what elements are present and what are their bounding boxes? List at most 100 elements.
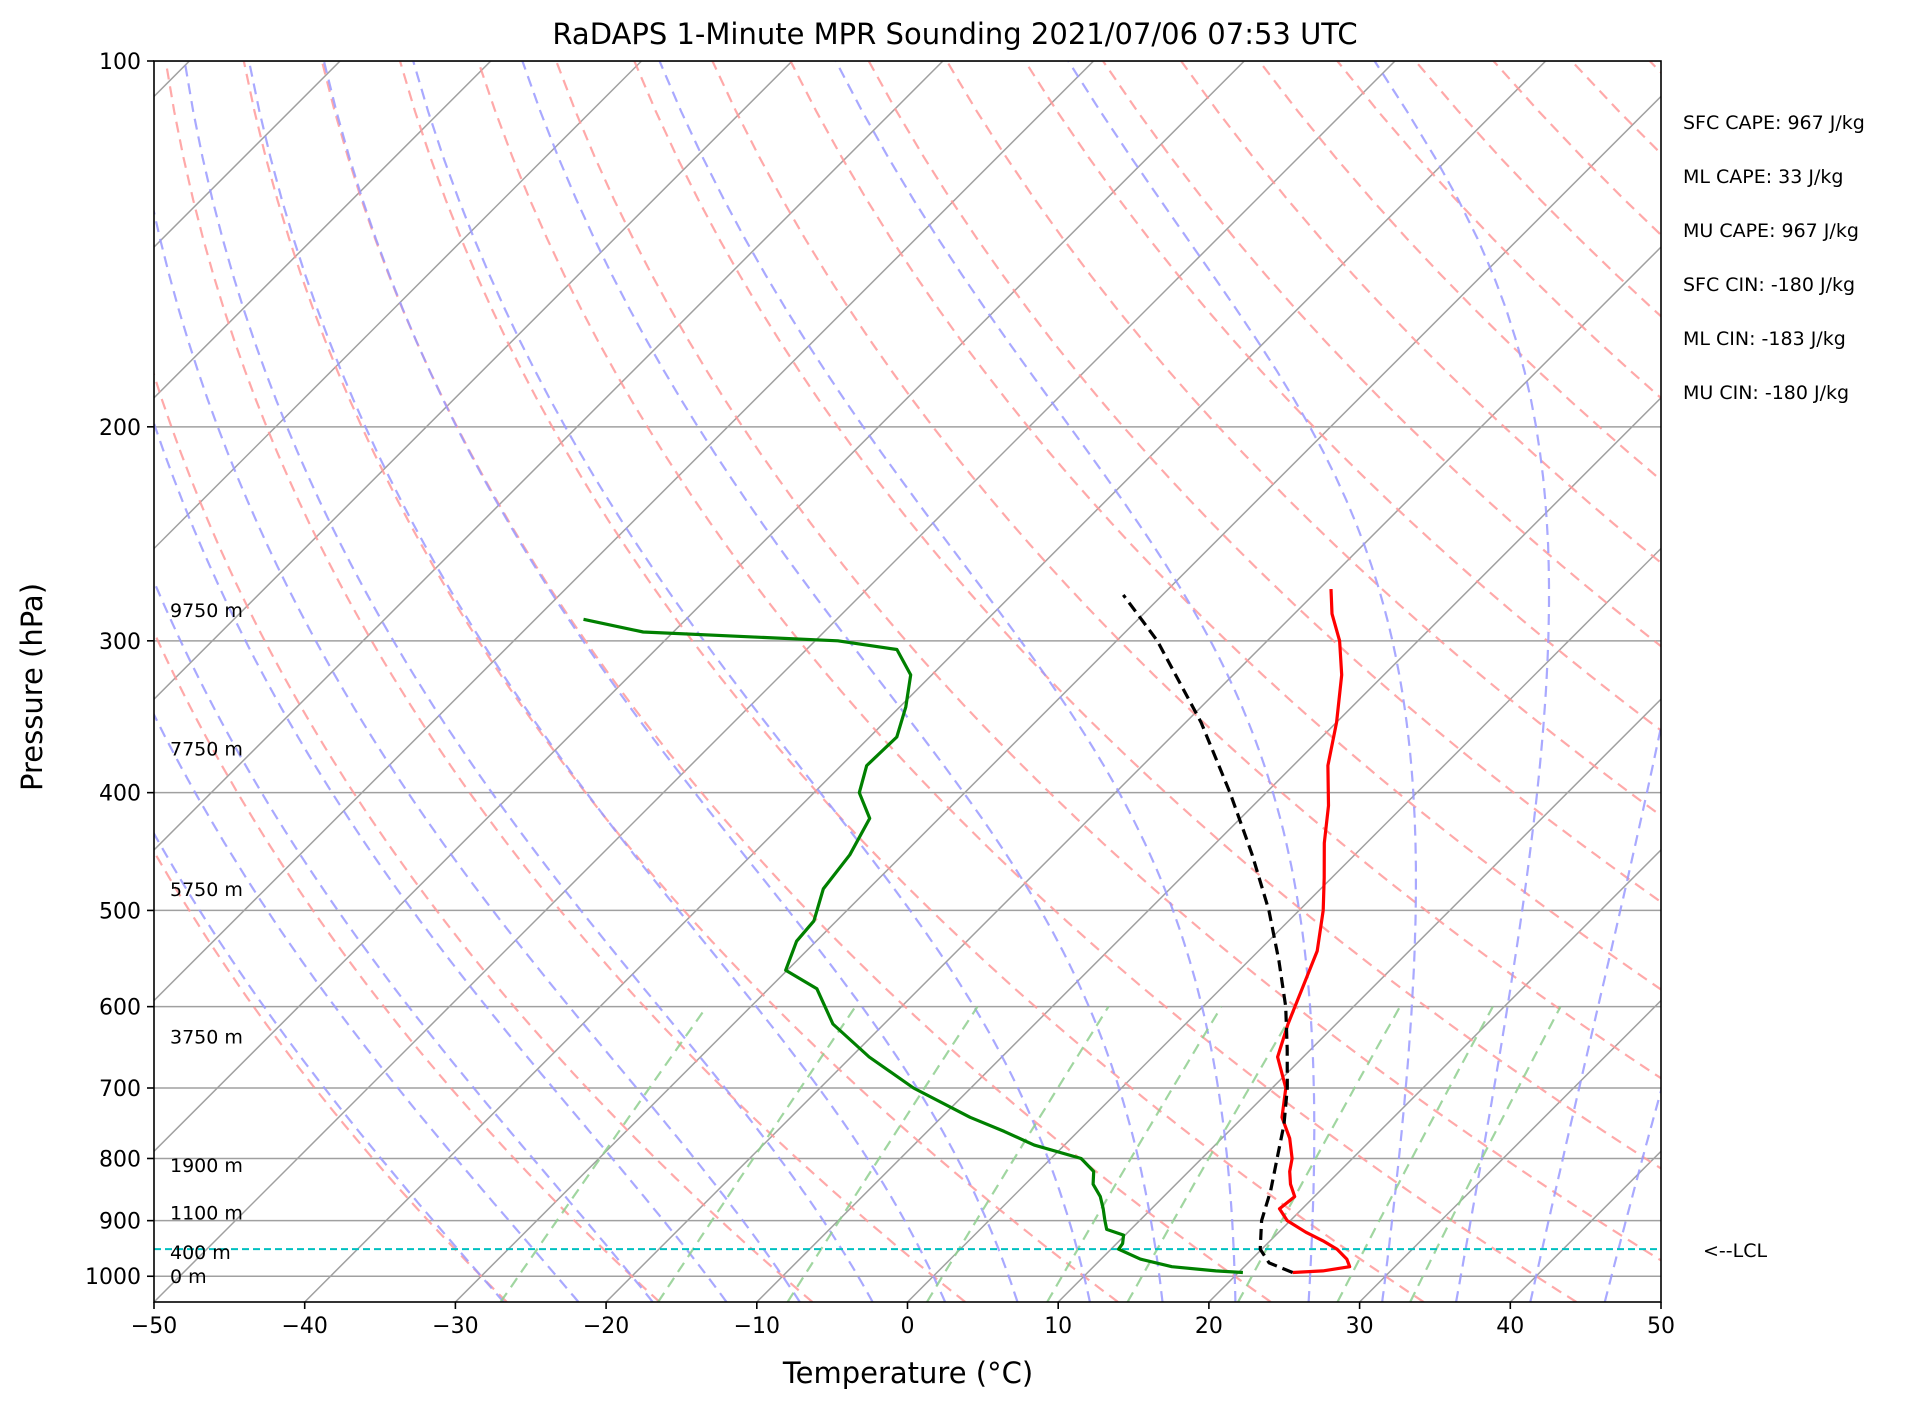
dry-adiabat-line [633,61,1661,1170]
moist-adiabat-line [521,61,1164,1302]
x-axis-label: Temperature (°C) [782,1356,1033,1390]
chart-title: RaDAPS 1-Minute MPR Sounding 2021/07/06 … [552,17,1357,51]
isotherm-line [154,61,793,701]
isotherm-line [906,547,1661,1302]
x-tick-label: 50 [1647,1314,1675,1339]
height-label: 400 m [170,1242,231,1264]
mixing-ratio-line [926,1006,1110,1302]
dry-adiabat-line [154,629,661,1302]
height-label: 1900 m [170,1155,243,1177]
y-tick-label: 600 [99,996,141,1021]
moist-adiabat-line [1529,722,1661,1302]
dry-adiabat-line [154,371,814,1302]
y-tick-label: 1000 [85,1265,141,1290]
isotherm-line [154,61,643,550]
dry-adiabat-line [1648,61,1661,75]
stat-text: SFC CIN: -180 J/kg [1683,274,1855,296]
dry-adiabat-line [1336,61,1661,400]
mixing-ratio-line [786,1006,979,1302]
isotherm-line [304,61,1547,1302]
x-tick-label: 10 [1044,1314,1072,1339]
isotherm-line [154,61,492,399]
dry-adiabat-line [242,61,1119,1302]
isotherm-line [1660,1300,1661,1302]
isotherm-line [154,61,1095,1002]
x-tick-label: 20 [1195,1314,1223,1339]
isotherm-line [454,95,1661,1302]
height-label: 7750 m [170,739,243,761]
y-tick-label: 500 [99,899,141,924]
dry-adiabat-line [1884,61,1911,1302]
dry-adiabat-line [1023,61,1661,732]
x-tick-label: −50 [131,1314,177,1339]
x-tick-label: −30 [432,1314,478,1339]
dry-adiabat-line [711,61,1661,1080]
moist-adiabat-line [412,61,1091,1302]
dry-adiabat-line [867,61,1661,904]
stat-text: ML CIN: -183 J/kg [1683,328,1846,350]
height-label: 3750 m [170,1027,243,1049]
dry-adiabat-line [1102,61,1661,648]
moist-adiabat-line [154,831,505,1302]
stat-text: SFC CAPE: 967 J/kg [1683,112,1865,134]
isotherm-line [154,61,341,249]
isotherm-line [154,61,1396,1302]
isotherm-line [1359,999,1661,1302]
height-label: 9750 m [170,600,243,622]
dry-adiabat-line [1806,61,1911,1302]
y-tick-label: 800 [99,1147,141,1172]
mixing-ratio-line [1336,1006,1494,1302]
dry-adiabat-line [789,61,1661,991]
dry-adiabat-line [1728,61,1911,1302]
mixing-ratio-line [1409,1006,1562,1302]
dry-adiabat-line [945,61,1661,817]
y-axis-label: Pressure (hPa) [15,583,49,791]
isotherm-line [154,61,1245,1153]
isotherm-line [756,396,1661,1302]
height-label: 0 m [170,1266,207,1288]
moist-adiabat-line [154,712,580,1302]
y-tick-label: 900 [99,1210,141,1235]
y-tick-label: 300 [99,630,141,655]
parcel-profile-line [1122,593,1294,1274]
y-tick-label: 100 [99,50,141,75]
moist-adiabat-line [1373,61,1551,1302]
isotherm-line [154,61,944,851]
sounding-series [154,589,1661,1275]
stat-text: ML CAPE: 33 J/kg [1683,166,1843,188]
moist-adiabat-line [1603,1086,1661,1302]
isotherm-line [605,246,1661,1302]
dry-adiabat-line [398,61,1425,1302]
isotherm-line [1057,698,1661,1302]
mixing-ratio-line [1046,1006,1223,1302]
mixing-ratio-line [499,1005,708,1302]
y-tick-label: 400 [99,782,141,807]
x-tick-label: −10 [734,1314,780,1339]
dry-adiabat-line [154,849,508,1302]
x-tick-label: −40 [281,1314,327,1339]
moist-adiabat-line [154,207,801,1302]
dry-adiabat-line [164,61,966,1302]
x-tick-label: 40 [1496,1314,1524,1339]
height-label: 1100 m [170,1202,243,1224]
dry-adiabat-line [1570,61,1661,156]
isotherm-line [1509,1150,1661,1302]
moist-adiabat-line [154,420,728,1302]
mixing-ratio-line [1237,1006,1401,1302]
height-label: 5750 m [170,879,243,901]
stat-text: MU CIN: -180 J/kg [1683,382,1849,404]
moist-adiabat-line [1067,61,1417,1302]
background-grid [154,61,1911,1302]
lcl-label: <--LCL [1703,1240,1767,1262]
isotherm-line [1208,848,1661,1302]
axis-ticks: −50 −40 −30 −20 −10 0 10 20 30 40 50 100 200 300 400 50… [85,50,1675,1339]
mixing-ratio-line [657,1005,857,1302]
dry-adiabat-line [320,61,1272,1302]
stat-text: MU CAPE: 967 J/kg [1683,220,1859,242]
dewpoint-profile-line [583,617,1243,1275]
y-tick-label: 700 [99,1077,141,1102]
dry-adiabat-line [477,61,1578,1302]
y-tick-label: 200 [99,416,141,441]
